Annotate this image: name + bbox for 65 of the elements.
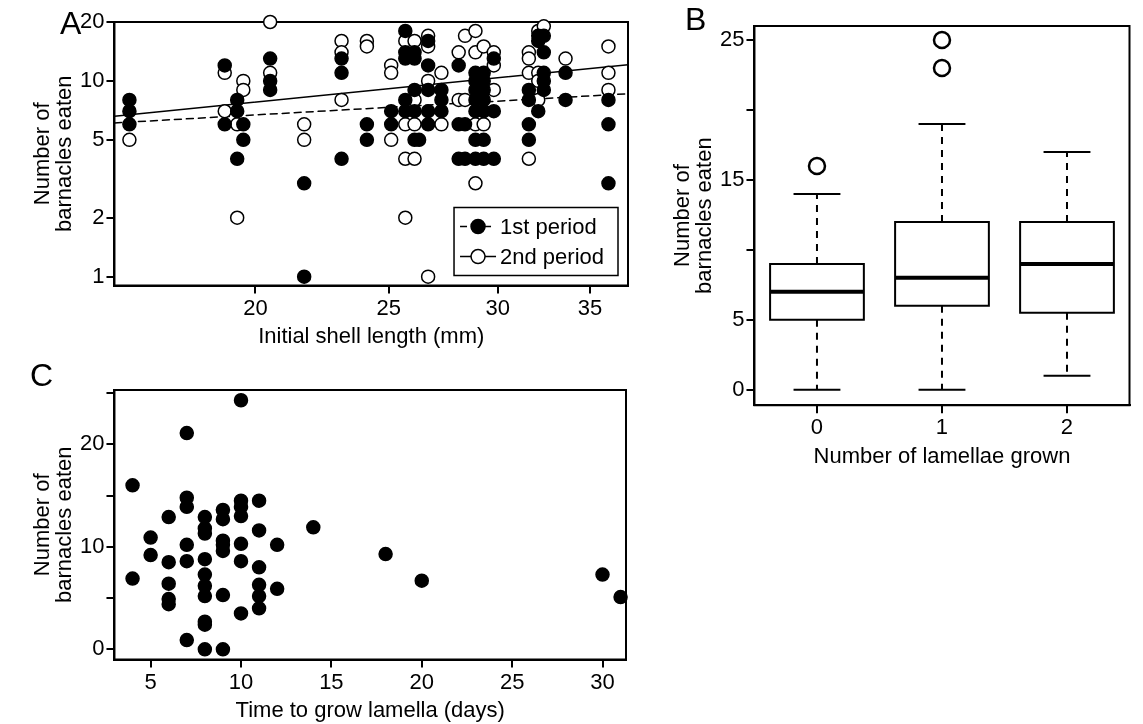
point bbox=[613, 589, 628, 605]
point bbox=[251, 493, 267, 508]
chart-title: A bbox=[60, 5, 82, 41]
legend-label: 1st period bbox=[500, 213, 597, 239]
chart-title: C bbox=[30, 357, 54, 393]
y-axis-title: Number of barnacles eaten bbox=[669, 137, 717, 294]
point bbox=[143, 530, 158, 545]
point bbox=[179, 537, 195, 553]
point bbox=[197, 642, 213, 657]
point bbox=[161, 509, 176, 525]
point bbox=[179, 553, 195, 569]
y-tick-label: 15 bbox=[719, 165, 745, 191]
x-tick-label: 20 bbox=[243, 294, 268, 320]
point bbox=[125, 571, 140, 586]
x-tick-label: 25 bbox=[376, 294, 402, 320]
point bbox=[251, 560, 267, 575]
point bbox=[414, 573, 429, 588]
point bbox=[215, 587, 231, 603]
point bbox=[378, 546, 393, 562]
y-tick-label: 10 bbox=[79, 66, 105, 92]
point bbox=[269, 581, 285, 597]
point bbox=[233, 606, 249, 621]
x-tick-label: 35 bbox=[577, 294, 603, 320]
point bbox=[179, 632, 195, 648]
x-tick-label: 5 bbox=[144, 668, 157, 694]
point bbox=[161, 554, 176, 570]
y-tick-label: 0 bbox=[92, 635, 105, 661]
x-tick-label: 30 bbox=[485, 294, 511, 320]
x-tick-label: 2 bbox=[1060, 414, 1074, 440]
point bbox=[197, 551, 213, 567]
point bbox=[233, 553, 249, 569]
y-tick-label: 20 bbox=[79, 430, 105, 456]
x-tick-label: 0 bbox=[810, 414, 824, 440]
y-tick-label: 2 bbox=[92, 203, 105, 229]
point bbox=[125, 478, 140, 493]
point bbox=[215, 642, 231, 657]
point bbox=[233, 536, 249, 552]
y-tick-label: 10 bbox=[79, 532, 105, 558]
point bbox=[269, 537, 285, 553]
y-tick-label: 1 bbox=[92, 262, 105, 288]
point bbox=[233, 393, 249, 408]
point bbox=[161, 576, 176, 591]
x-axis-title: Number of lamellae grown bbox=[813, 442, 1071, 468]
point bbox=[143, 547, 158, 563]
x-tick-label: 15 bbox=[319, 668, 344, 694]
x-axis-title: Time to grow lamella (days) bbox=[235, 697, 505, 723]
point bbox=[251, 588, 267, 604]
y-tick-label: 5 bbox=[92, 125, 105, 151]
point bbox=[251, 601, 267, 616]
y-axis-title: Number of barnacles eaten bbox=[29, 446, 77, 604]
x-tick-label: 1 bbox=[935, 414, 949, 440]
chart-title: B bbox=[685, 1, 707, 37]
y-axis-title: Number of barnacles eaten bbox=[29, 75, 77, 233]
x-tick-label: 20 bbox=[409, 668, 434, 694]
point bbox=[179, 425, 195, 441]
y-tick-label: 0 bbox=[732, 375, 745, 401]
x-tick-label: 10 bbox=[228, 668, 254, 694]
legend-label: 2nd period bbox=[500, 243, 605, 269]
x-tick-label: 30 bbox=[590, 668, 615, 694]
point bbox=[251, 523, 267, 538]
x-tick-label: 25 bbox=[499, 668, 525, 694]
point bbox=[306, 520, 321, 535]
x-axis-title: Initial shell length (mm) bbox=[258, 323, 485, 349]
point bbox=[595, 567, 610, 582]
y-tick-label: 25 bbox=[719, 26, 745, 52]
